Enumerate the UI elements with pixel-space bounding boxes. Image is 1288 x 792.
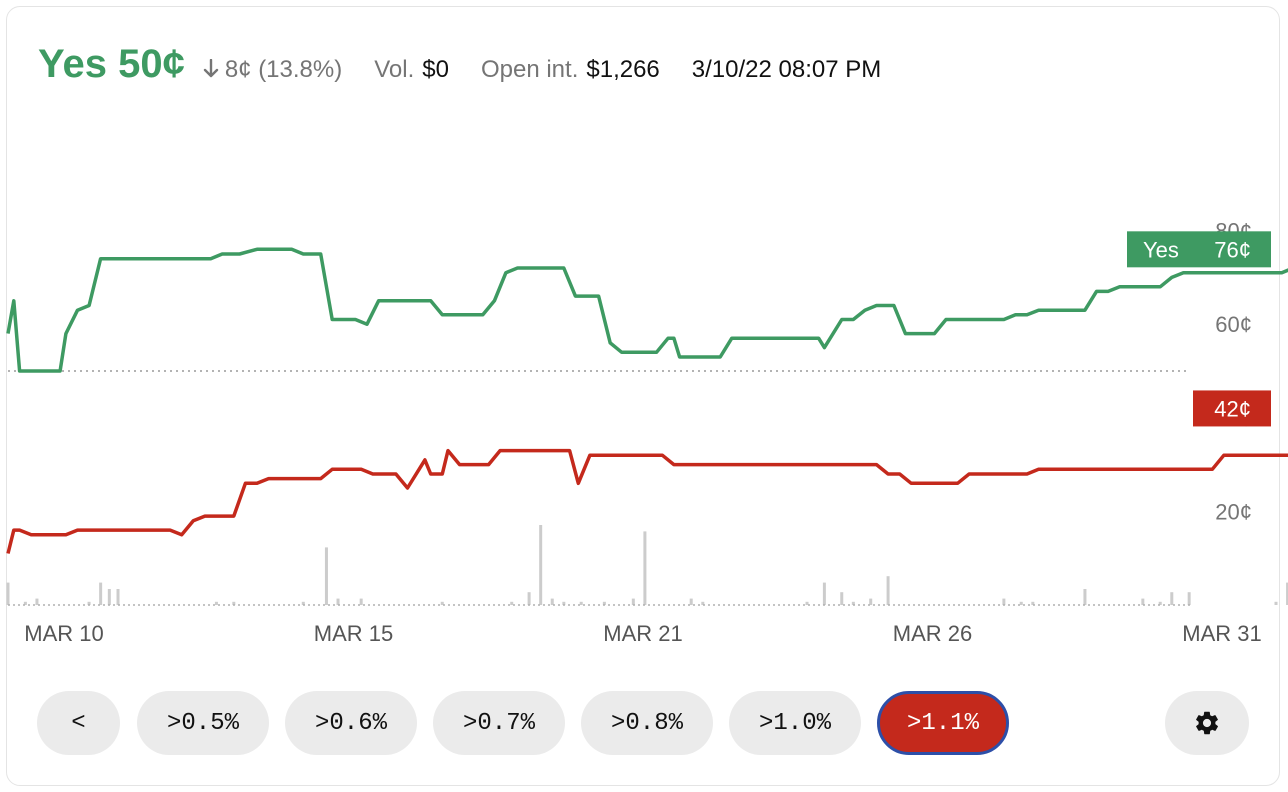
volume-bar-31 bbox=[1002, 598, 1006, 605]
volume-bar-0 bbox=[6, 582, 10, 605]
x-axis-ticks: MAR 10 MAR 15 MAR 21 MAR 26 MAR 31 bbox=[24, 621, 1261, 646]
no-price-line bbox=[6, 448, 1288, 554]
volume-bar-1 bbox=[23, 601, 27, 605]
yes-series-name: Yes bbox=[1143, 237, 1179, 262]
arrow-down-icon bbox=[203, 58, 219, 78]
y-tick-label: 60¢ bbox=[1215, 312, 1252, 337]
volume-bar-28 bbox=[851, 601, 855, 605]
volume-bar-27 bbox=[840, 592, 844, 605]
volume-bar-30 bbox=[886, 576, 890, 605]
volume-label: Vol. bbox=[374, 56, 415, 83]
x-tick-label: MAR 15 bbox=[314, 621, 393, 646]
price-change-value: 8¢ (13.8%) bbox=[224, 56, 343, 83]
volume-bar-22 bbox=[643, 531, 647, 605]
price-change: 8¢ (13.8%) bbox=[203, 56, 342, 84]
filter-0-5-button[interactable]: >0.5% bbox=[137, 691, 269, 755]
x-tick-label: MAR 21 bbox=[603, 621, 682, 646]
volume-bar-39 bbox=[1274, 601, 1278, 605]
yes-end-value: 76¢ bbox=[1214, 237, 1251, 262]
yes-end-label-bg bbox=[1127, 231, 1271, 268]
back-button[interactable]: < bbox=[37, 691, 120, 755]
filter-0-7-button[interactable]: >0.7% bbox=[433, 691, 565, 755]
volume-bar-3 bbox=[87, 601, 91, 605]
volume-bar-35 bbox=[1141, 598, 1145, 605]
volume-bar-37 bbox=[1170, 592, 1174, 605]
filter-1-1-button[interactable]: >1.1% bbox=[877, 691, 1009, 755]
filter-1-0-button[interactable]: >1.0% bbox=[729, 691, 861, 755]
volume-bar-17 bbox=[550, 598, 554, 605]
filter-0-8-button[interactable]: >0.8% bbox=[581, 691, 713, 755]
volume-bar-13 bbox=[440, 601, 444, 605]
filter-0-6-button[interactable]: >0.6% bbox=[285, 691, 417, 755]
volume-bar-15 bbox=[527, 592, 531, 605]
volume-bar-18 bbox=[562, 601, 566, 605]
volume-bar-6 bbox=[116, 589, 120, 605]
settings-button[interactable] bbox=[1165, 691, 1249, 755]
yes-price-line bbox=[6, 247, 1288, 373]
volume-bar-24 bbox=[701, 601, 705, 605]
x-tick-label: MAR 31 bbox=[1182, 621, 1261, 646]
yes-end-label: Yes 76¢ bbox=[1127, 231, 1271, 268]
volume-bar-25 bbox=[805, 601, 809, 605]
chart-card bbox=[6, 6, 1280, 786]
volume-bar-19 bbox=[579, 601, 583, 605]
volume-bar-5 bbox=[107, 589, 111, 605]
open-interest-value: $1,266 bbox=[586, 56, 660, 83]
gear-icon bbox=[1196, 711, 1218, 735]
volume-bar-14 bbox=[510, 601, 514, 605]
volume-bar-33 bbox=[1031, 601, 1035, 605]
volume-bar-11 bbox=[336, 598, 340, 605]
volume-bar-7 bbox=[214, 601, 218, 605]
volume-bar-9 bbox=[301, 601, 305, 605]
x-tick-label: MAR 26 bbox=[893, 621, 972, 646]
volume-bar-36 bbox=[1158, 601, 1162, 605]
timestamp: 3/10/22 08:07 PM bbox=[691, 56, 882, 83]
volume-bar-40 bbox=[1286, 582, 1288, 605]
volume-bar-32 bbox=[1019, 601, 1023, 605]
volume-bar-4 bbox=[99, 582, 103, 605]
x-tick-label: MAR 10 bbox=[24, 621, 103, 646]
header: Yes 50¢ 8¢ (13.8%) Vol. $0 Open int. $1,… bbox=[38, 42, 881, 98]
no-end-label: 42¢ bbox=[1193, 390, 1271, 427]
volume-bar-21 bbox=[631, 598, 635, 605]
volume-bar-29 bbox=[869, 598, 873, 605]
volume-bar-20 bbox=[602, 601, 606, 605]
volume-bar-8 bbox=[232, 601, 236, 605]
volume-bar-26 bbox=[822, 582, 826, 605]
volume-bar-10 bbox=[324, 547, 328, 605]
volume-bars bbox=[6, 525, 1288, 605]
volume-bar-12 bbox=[359, 598, 363, 605]
price-label: Yes 50¢ bbox=[38, 42, 185, 86]
volume-bar-16 bbox=[539, 525, 543, 605]
volume-value: $0 bbox=[422, 56, 449, 83]
no-end-label-bg bbox=[1193, 390, 1271, 427]
open-interest-label: Open int. bbox=[480, 56, 579, 83]
no-end-value: 42¢ bbox=[1214, 396, 1251, 421]
volume-bar-38 bbox=[1187, 592, 1191, 605]
volume-bar-2 bbox=[35, 598, 39, 605]
y-tick-label: 20¢ bbox=[1215, 499, 1252, 524]
volume-bar-23 bbox=[689, 598, 693, 605]
volume-bar-34 bbox=[1083, 589, 1087, 605]
